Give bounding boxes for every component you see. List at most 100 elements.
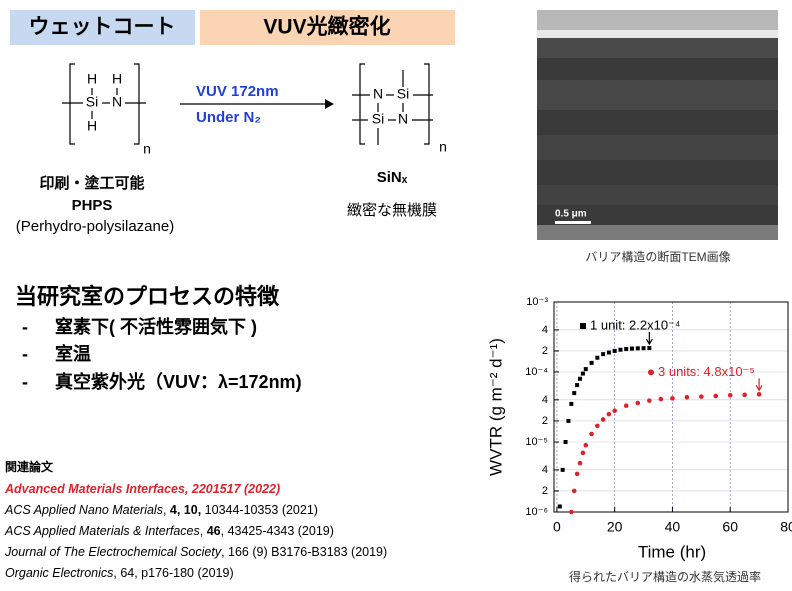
- features: - 窒素下( 不活性雰囲気下 ) - 室温 - 真空紫外光（VUV：λ=172nm): [22, 316, 302, 392]
- y-tick-label: 10⁻⁶: [525, 506, 548, 518]
- atom: H: [112, 71, 122, 87]
- point: [601, 417, 606, 422]
- atom: N: [398, 111, 408, 127]
- point: [685, 395, 690, 400]
- feature: 室温: [55, 343, 91, 364]
- y-tick-label: 4: [542, 324, 548, 336]
- point: [624, 403, 629, 408]
- point: [635, 401, 640, 406]
- legend-marker: [648, 369, 654, 375]
- caption: バリア構造の断面TEM画像: [585, 249, 730, 264]
- point: [618, 348, 622, 352]
- ref: Organic Electronics, 64, p176-180 (2019): [5, 566, 234, 580]
- ref-part: Journal of The Electrochemical Society: [4, 545, 222, 559]
- ref-part: ACS Applied Materials & Interfaces: [4, 524, 200, 538]
- point: [607, 412, 612, 417]
- header-text: VUV光緻密化: [263, 15, 390, 39]
- point: [612, 408, 617, 413]
- atom: N: [112, 94, 122, 110]
- atom: Si: [397, 86, 409, 102]
- arrow-label: VUV 172nm: [196, 83, 279, 100]
- feature: 窒素下( 不活性雰囲気下 ): [55, 316, 257, 337]
- x-axis-title: Time (hr): [638, 542, 706, 561]
- legend-marker: [580, 323, 586, 329]
- y-tick-label: 10⁻⁴: [525, 366, 548, 378]
- point: [558, 504, 562, 508]
- y-axis-title: WVTR (g m⁻² d⁻¹): [486, 338, 505, 476]
- ref-part: 10344-10353 (2021): [201, 503, 318, 517]
- ref-part: 4, 10,: [170, 503, 201, 517]
- name: PHPS: [72, 197, 113, 214]
- tem-image: [537, 10, 778, 240]
- page: ウェットコート VUV光緻密化 H H Si N H n N Si Si N n…: [0, 0, 792, 586]
- ref-part: Advanced Materials Interfaces, 2201517 (…: [4, 482, 280, 496]
- point: [572, 391, 576, 395]
- ref-part: 46: [207, 524, 221, 538]
- ref: ACS Applied Materials & Interfaces, 46, …: [4, 524, 334, 538]
- atom: Si: [86, 94, 98, 110]
- x-tick-label: 80: [780, 519, 792, 535]
- y-tick-label: 4: [542, 394, 548, 406]
- ref-part: ,: [200, 524, 207, 538]
- annotation-arrow: [756, 378, 762, 390]
- features-title: 当研究室のプロセスの特徴: [15, 284, 280, 309]
- ref: Journal of The Electrochemical Society, …: [4, 545, 387, 559]
- header-text: ウェットコート: [29, 16, 176, 39]
- atom: N: [373, 86, 383, 102]
- point: [581, 372, 585, 376]
- name: 緻密な無機膜: [347, 202, 437, 219]
- point: [595, 356, 599, 360]
- dash: -: [22, 317, 28, 337]
- refs: Advanced Materials Interfaces, 2201517 (…: [4, 482, 387, 580]
- point: [642, 346, 646, 350]
- point: [630, 347, 634, 351]
- dash: -: [22, 344, 28, 364]
- ref-part: , 64, p176-180 (2019): [113, 566, 233, 580]
- point: [636, 346, 640, 350]
- point: [647, 346, 651, 350]
- point: [578, 461, 583, 466]
- ref: Advanced Materials Interfaces, 2201517 (…: [4, 482, 280, 496]
- ref-part: ACS Applied Nano Materials: [4, 503, 163, 517]
- refs-title: 関連論文: [5, 459, 54, 474]
- point: [575, 472, 580, 477]
- y-tick-label: 10⁻⁵: [525, 436, 548, 448]
- atom: H: [87, 118, 97, 134]
- point: [613, 349, 617, 353]
- legend-label: 3 units: 4.8x10⁻⁵: [658, 364, 755, 379]
- y-tick-label: 2: [542, 345, 548, 357]
- point: [699, 394, 704, 399]
- point: [561, 468, 565, 472]
- point: [581, 451, 586, 456]
- point: [583, 443, 588, 448]
- point: [569, 510, 574, 515]
- point: [564, 440, 568, 444]
- point: [647, 398, 652, 403]
- annotation-arrow: [646, 332, 652, 344]
- point: [566, 419, 570, 423]
- ref-part: ,: [163, 503, 170, 517]
- point: [590, 361, 594, 365]
- point: [595, 424, 600, 429]
- feature: 真空紫外光（VUV：λ=172nm): [55, 371, 302, 392]
- y-tick-label: 10⁻³: [526, 296, 548, 308]
- name: 印刷・塗工可能: [39, 174, 144, 192]
- x-tick-label: 0: [553, 519, 561, 535]
- y-tick-label: 2: [542, 415, 548, 427]
- dash: -: [22, 372, 28, 392]
- legend-label: 1 unit: 2.2x10⁻⁴: [590, 317, 681, 332]
- point: [589, 432, 594, 437]
- point: [572, 489, 577, 494]
- x-tick-label: 60: [722, 519, 738, 535]
- atom: n: [439, 139, 447, 155]
- point: [742, 393, 747, 398]
- y-tick-label: 2: [542, 485, 548, 497]
- slide: ウェットコート VUV光緻密化 H H Si N H n N Si Si N n…: [0, 0, 792, 586]
- point: [659, 397, 664, 402]
- x-tick-label: 20: [607, 519, 623, 535]
- ref-part: , 166 (9) B3176-B3183 (2019): [221, 545, 387, 559]
- arrow-label: Under N₂: [196, 109, 261, 126]
- x-tick-label: 40: [665, 519, 681, 535]
- point: [584, 367, 588, 371]
